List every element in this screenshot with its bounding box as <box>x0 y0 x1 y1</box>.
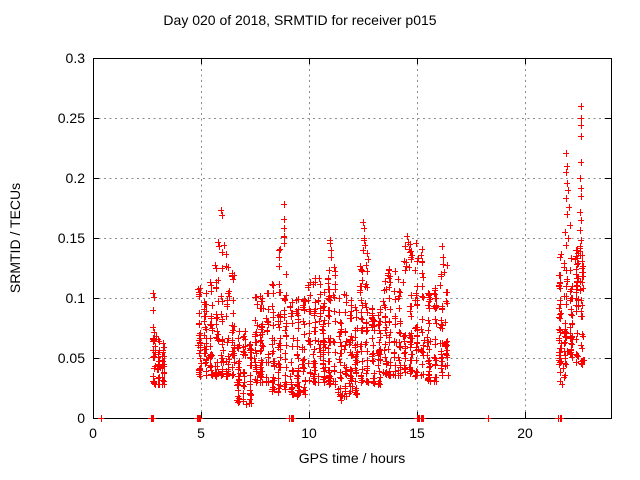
y-tick-label: 0.1 <box>66 290 86 306</box>
chart-title: Day 020 of 2018, SRMTID for receiver p01… <box>163 12 437 28</box>
plot-border <box>93 58 612 419</box>
y-tick-label: 0.3 <box>66 50 86 66</box>
y-tick-label: 0.15 <box>58 230 85 246</box>
y-tick-label: 0.25 <box>58 110 85 126</box>
x-tick-label: 0 <box>89 425 97 441</box>
x-axis-label: GPS time / hours <box>298 450 406 466</box>
y-tick-label: 0.05 <box>58 350 85 366</box>
y-tick-label: 0 <box>77 410 85 426</box>
x-tick-label: 5 <box>197 425 205 441</box>
y-tick-label: 0.2 <box>66 170 86 186</box>
x-tick-label: 20 <box>517 425 533 441</box>
data-points-plus-markers <box>98 103 587 422</box>
x-tick-label: 15 <box>409 425 425 441</box>
x-tick-label: 10 <box>301 425 317 441</box>
